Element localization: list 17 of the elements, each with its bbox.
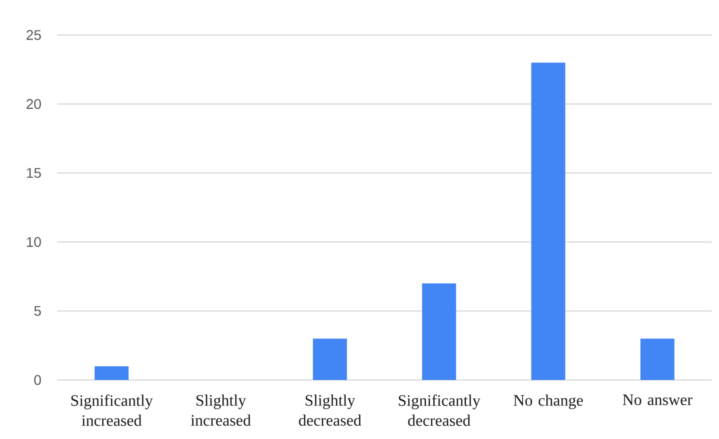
bar xyxy=(422,283,456,380)
x-tick-label: Significantly increased xyxy=(71,394,153,426)
bar xyxy=(640,338,674,380)
x-tick-label: No answer xyxy=(622,394,692,406)
bar xyxy=(531,62,566,380)
y-tick-label: 20 xyxy=(26,99,41,109)
x-tick-label: No change xyxy=(514,394,583,410)
y-tick-label: 5 xyxy=(34,306,41,316)
y-tick-label: 0 xyxy=(34,375,41,385)
x-tick-label: Slightly decreased xyxy=(298,394,362,426)
y-tick-label: 25 xyxy=(26,30,41,40)
y-tick-label: 10 xyxy=(26,237,41,247)
y-tick-label: 15 xyxy=(26,168,41,178)
bar xyxy=(312,338,347,380)
bar xyxy=(94,366,129,380)
x-tick-label: Slightly increased xyxy=(190,394,251,426)
x-tick-label: Significantly decreased xyxy=(398,394,480,426)
